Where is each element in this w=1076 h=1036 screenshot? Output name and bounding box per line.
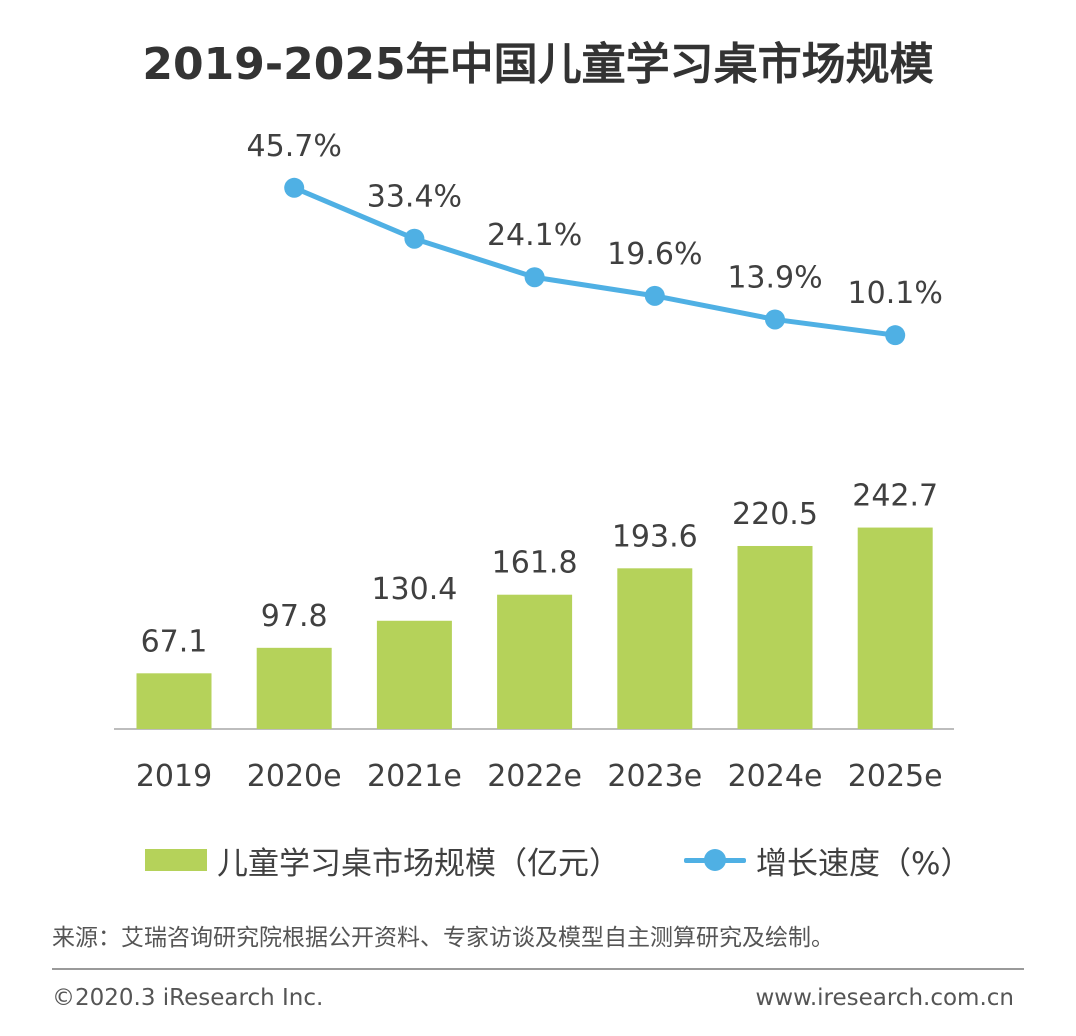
source-note: 来源：艾瑞咨询研究院根据公开资料、专家访谈及模型自主测算研究及绘制。 xyxy=(52,925,834,951)
legend-line-label: 增长速度（%） xyxy=(756,845,972,882)
bar-value-label-2022e: 161.8 xyxy=(492,546,578,581)
growth-point-2025e xyxy=(885,325,906,346)
bar-value-label-2023e: 193.6 xyxy=(612,519,698,554)
x-tick-label-2020e: 2020e xyxy=(247,759,342,794)
growth-point-2020e xyxy=(284,177,305,198)
bar-value-label-2025e: 242.7 xyxy=(852,479,938,514)
bar-2019 xyxy=(136,673,212,729)
growth-line xyxy=(291,185,898,338)
legend-line-swatch xyxy=(684,849,746,871)
legend-bar-label: 儿童学习桌市场规模（亿元） xyxy=(217,845,620,882)
growth-point-2021e xyxy=(404,228,425,249)
bar-value-label-2019: 67.1 xyxy=(141,624,208,659)
bar-2023e xyxy=(617,568,693,729)
bar-2025e xyxy=(857,527,933,729)
x-tick-label-2021e: 2021e xyxy=(367,759,462,794)
growth-point-2024e xyxy=(765,309,785,330)
x-tick-label-2024e: 2024e xyxy=(728,759,823,794)
legend: 儿童学习桌市场规模（亿元） 增长速度（%） xyxy=(145,838,971,883)
bar-2024e xyxy=(737,545,813,729)
growth-point-2023e xyxy=(644,285,665,306)
bar-value-label-2024e: 220.5 xyxy=(732,497,818,532)
bar-value-label-2020e: 97.8 xyxy=(261,599,328,634)
legend-bar-swatch xyxy=(145,849,207,871)
x-tick-label-2019: 2019 xyxy=(136,759,212,794)
bar-value-label-2021e: 130.4 xyxy=(371,572,457,607)
copyright-text: ©2020.3 iResearch Inc. xyxy=(52,985,324,1011)
bar-2022e xyxy=(497,594,573,729)
chart-title: 2019-2025年中国儿童学习桌市场规模 xyxy=(142,39,934,90)
x-tick-label-2022e: 2022e xyxy=(487,759,582,794)
growth-value-label-2021e: 33.4% xyxy=(367,180,462,215)
x-tick-label-2025e: 2025e xyxy=(848,759,943,794)
footer-divider xyxy=(52,968,1024,970)
legend-item-line: 增长速度（%） xyxy=(620,838,971,883)
legend-item-bar: 儿童学习桌市场规模（亿元） xyxy=(145,838,620,883)
growth-point-2022e xyxy=(524,267,545,288)
growth-value-label-2023e: 19.6% xyxy=(607,237,702,272)
growth-value-label-2022e: 24.1% xyxy=(487,218,582,253)
growth-value-label-2024e: 13.9% xyxy=(727,260,822,295)
bar-2020e xyxy=(256,647,332,729)
growth-value-label-2020e: 45.7% xyxy=(247,129,342,164)
x-tick-label-2023e: 2023e xyxy=(607,759,702,794)
bar-2021e xyxy=(376,620,452,729)
website-link[interactable]: www.iresearch.com.cn xyxy=(755,985,1015,1011)
growth-value-label-2025e: 10.1% xyxy=(848,276,943,311)
